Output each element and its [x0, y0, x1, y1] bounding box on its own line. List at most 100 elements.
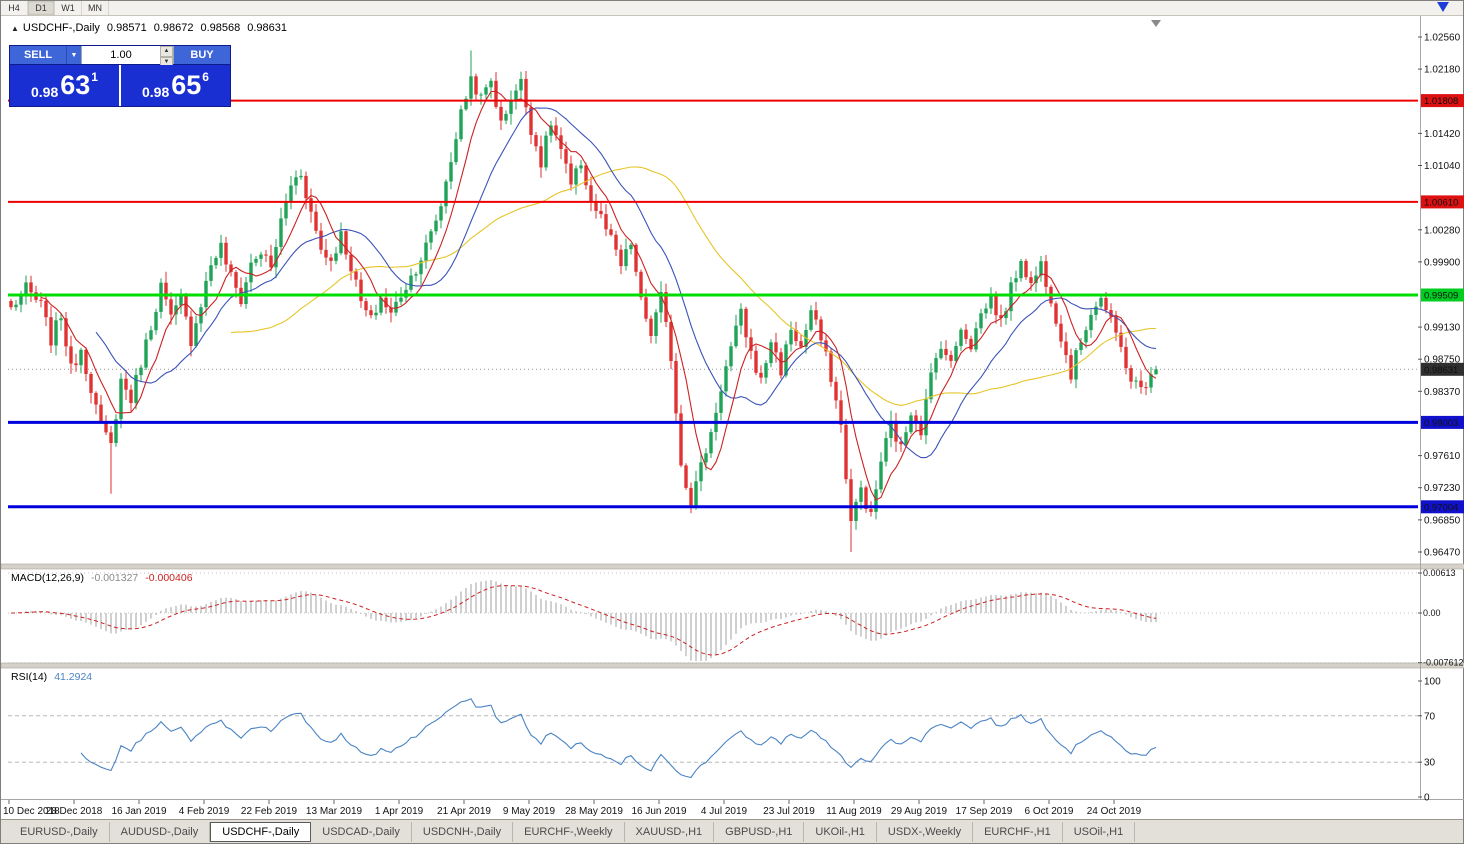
- svg-text:1.02180: 1.02180: [1424, 65, 1461, 76]
- volume-field[interactable]: 1.00 ▲ ▼: [81, 46, 174, 68]
- sell-price-button[interactable]: 0.98 63 1: [10, 65, 119, 106]
- svg-text:6 Oct 2019: 6 Oct 2019: [1025, 806, 1074, 817]
- notification-icon[interactable]: [1437, 2, 1449, 12]
- chart-shift-marker-icon[interactable]: [1151, 20, 1161, 27]
- price-badge-0.98631: [1421, 362, 1464, 376]
- sell-button[interactable]: SELL: [10, 46, 66, 64]
- svg-text:1.01040: 1.01040: [1424, 161, 1461, 172]
- chart-tab-usdcnh-daily[interactable]: USDCNH-,Daily: [412, 821, 514, 842]
- svg-text:4 Jul 2019: 4 Jul 2019: [701, 806, 748, 817]
- buy-price-pips: 65: [171, 70, 202, 100]
- svg-text:0.96850: 0.96850: [1424, 515, 1461, 526]
- chart-tab-bar: EURUSD-,Daily AUDUSD-,Daily USDCHF-,Dail…: [1, 819, 1463, 843]
- svg-text:70: 70: [1424, 711, 1436, 722]
- svg-text:0.96470: 0.96470: [1424, 548, 1461, 559]
- rsi-label: RSI(14): [11, 671, 48, 683]
- timeframe-d1-button[interactable]: D1: [28, 1, 55, 15]
- moving-average-18: [95, 107, 1157, 459]
- svg-text:4 Feb 2019: 4 Feb 2019: [179, 806, 230, 817]
- ohlc-low: 0.98568: [200, 22, 241, 34]
- timeframe-toolbar: H4 D1 W1 MN: [1, 1, 1463, 16]
- buy-price-button[interactable]: 0.98 65 6: [121, 65, 230, 106]
- svg-text:13 Mar 2019: 13 Mar 2019: [306, 806, 363, 817]
- svg-text:0.98003: 0.98003: [1424, 418, 1458, 429]
- chart-canvas[interactable]: 1.02560 1.02180 1.01420 1.01040 1.00280 0.999…: [1, 1, 1464, 821]
- sell-dropdown-icon[interactable]: ▼: [66, 46, 81, 64]
- svg-text:1.01420: 1.01420: [1424, 129, 1461, 140]
- svg-text:11 Aug 2019: 11 Aug 2019: [826, 806, 882, 817]
- timeframe-w1-button[interactable]: W1: [55, 1, 82, 15]
- macd-indicator: 0.00613 0.00 -0.007612: [8, 568, 1464, 668]
- macd-header: MACD(12,26,9) -0.001327 -0.000406: [11, 572, 193, 584]
- chart-tab-eurchf-h1[interactable]: EURCHF-,H1: [973, 821, 1063, 842]
- svg-text:100: 100: [1424, 677, 1441, 688]
- rsi-line: [80, 698, 1157, 779]
- svg-text:0: 0: [1424, 793, 1430, 804]
- svg-text:0.99509: 0.99509: [1424, 291, 1458, 302]
- svg-text:0.97230: 0.97230: [1424, 483, 1461, 494]
- macd-signal-line: [11, 585, 1157, 656]
- rsi-indicator: 100 70 30 0: [8, 677, 1441, 804]
- moving-average-7: [40, 90, 1157, 501]
- svg-text:0.99900: 0.99900: [1424, 257, 1461, 268]
- buy-price-point: 6: [202, 70, 209, 84]
- svg-text:0.97610: 0.97610: [1424, 451, 1461, 462]
- svg-text:23 Jul 2019: 23 Jul 2019: [763, 806, 815, 817]
- macd-signal-value: -0.000406: [145, 572, 193, 584]
- chart-tab-ukoil-h1[interactable]: UKOil-,H1: [804, 821, 877, 842]
- chart-tab-usdcad-daily[interactable]: USDCAD-,Daily: [311, 821, 412, 842]
- svg-text:1.00280: 1.00280: [1424, 225, 1461, 236]
- svg-text:0.97004: 0.97004: [1424, 502, 1458, 513]
- svg-text:21 Apr 2019: 21 Apr 2019: [437, 806, 491, 817]
- ohlc-close: 0.98631: [247, 22, 287, 34]
- svg-text:0.00: 0.00: [1423, 608, 1441, 618]
- price-badge-0.98003: [1421, 415, 1464, 429]
- svg-text:28 Dec 2018: 28 Dec 2018: [46, 806, 103, 817]
- ohlc-open: 0.98571: [106, 22, 147, 34]
- chart-tab-eurchf-weekly[interactable]: EURCHF-,Weekly: [513, 821, 625, 842]
- buy-button[interactable]: BUY: [174, 46, 230, 64]
- macd-main-value: -0.001327: [90, 572, 139, 584]
- volume-up-icon[interactable]: ▲: [160, 46, 173, 57]
- chart-tab-xauusd-h1[interactable]: XAUUSD-,H1: [625, 821, 715, 842]
- svg-text:24 Oct 2019: 24 Oct 2019: [1087, 806, 1142, 817]
- price-axis[interactable]: 1.02560 1.02180 1.01420 1.01040 1.00280 0.999…: [1418, 33, 1464, 559]
- collapse-icon[interactable]: ▲: [11, 24, 19, 33]
- svg-text:28 May 2019: 28 May 2019: [565, 806, 623, 817]
- svg-text:1.00610: 1.00610: [1424, 197, 1458, 208]
- chart-tab-usdx-weekly[interactable]: USDX-,Weekly: [877, 821, 974, 842]
- svg-text:10 Dec 2018: 10 Dec 2018: [3, 806, 60, 817]
- svg-text:1 Apr 2019: 1 Apr 2019: [375, 806, 424, 817]
- svg-text:29 Aug 2019: 29 Aug 2019: [891, 806, 948, 817]
- chart-tab-eurusd-daily[interactable]: EURUSD-,Daily: [9, 821, 110, 842]
- sell-price-major: 0.98: [31, 84, 59, 100]
- chart-tab-usoil-h1[interactable]: USOil-,H1: [1063, 821, 1136, 842]
- ohlc-high: 0.98672: [153, 22, 194, 34]
- volume-value[interactable]: 1.00: [110, 49, 132, 61]
- chart-ohlc-header: ▲ USDCHF-,Daily 0.98571 0.98672 0.98568 0.986…: [11, 22, 287, 34]
- panel-splitter-macd[interactable]: [1, 563, 1464, 570]
- svg-text:16 Jun 2019: 16 Jun 2019: [631, 806, 686, 817]
- svg-text:0.00613: 0.00613: [1423, 568, 1456, 578]
- chart-tab-gbpusd-h1[interactable]: GBPUSD-,H1: [714, 821, 805, 842]
- svg-text:1.01808: 1.01808: [1424, 96, 1458, 107]
- price-badge-1.00610: [1421, 195, 1464, 209]
- price-badge-0.99509: [1421, 288, 1464, 302]
- svg-text:0.98370: 0.98370: [1424, 387, 1461, 398]
- svg-text:17 Sep 2019: 17 Sep 2019: [956, 806, 1013, 817]
- macd-label: MACD(12,26,9): [11, 572, 84, 584]
- svg-text:0.99130: 0.99130: [1424, 323, 1461, 334]
- svg-text:30: 30: [1424, 758, 1436, 769]
- svg-text:0.98631: 0.98631: [1424, 365, 1458, 376]
- svg-text:16 Jan 2019: 16 Jan 2019: [111, 806, 166, 817]
- rsi-header: RSI(14) 41.2924: [11, 671, 92, 683]
- sell-price-pips: 63: [60, 70, 91, 100]
- panel-splitter-rsi[interactable]: [1, 662, 1464, 669]
- svg-text:1.02560: 1.02560: [1424, 33, 1461, 44]
- chart-tab-usdchf-daily[interactable]: USDCHF-,Daily: [210, 821, 312, 842]
- price-badge-1.01808: [1421, 94, 1464, 108]
- chart-tab-audusd-daily[interactable]: AUDUSD-,Daily: [110, 821, 211, 842]
- timeframe-h4-button[interactable]: H4: [1, 1, 28, 15]
- timeframe-mn-button[interactable]: MN: [82, 1, 109, 15]
